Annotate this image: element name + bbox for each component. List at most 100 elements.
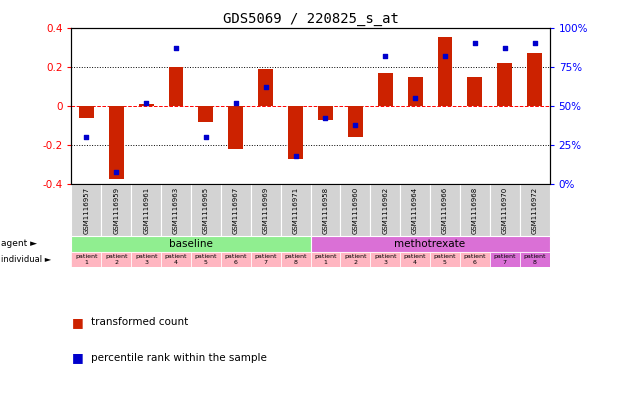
Bar (101, 184, 131, 236)
Point (470, 40, 480, 46)
Bar (221, 252, 251, 267)
Text: GSM1116960: GSM1116960 (352, 187, 358, 234)
Text: GSM1116962: GSM1116962 (382, 187, 388, 234)
Text: individual ►: individual ► (1, 255, 52, 264)
Bar (71, 184, 101, 236)
Text: GSM1116969: GSM1116969 (263, 187, 269, 234)
Bar (310, 236, 550, 252)
Bar (131, 252, 161, 267)
Point (440, 53, 450, 59)
Text: GSM1116961: GSM1116961 (143, 187, 149, 234)
Bar (348, 106, 363, 137)
Bar (490, 252, 520, 267)
Text: GSM1116959: GSM1116959 (113, 187, 119, 234)
Bar (101, 252, 131, 267)
Point (320, 116, 330, 122)
Text: patient
1: patient 1 (75, 254, 97, 265)
Text: patient
3: patient 3 (374, 254, 396, 265)
Text: patient
2: patient 2 (344, 254, 366, 265)
Point (261, 84, 271, 90)
Text: patient
8: patient 8 (524, 254, 546, 265)
Text: patient
1: patient 1 (314, 254, 337, 265)
Bar (161, 184, 191, 236)
Point (231, 100, 241, 106)
Bar (400, 252, 430, 267)
Bar (288, 106, 303, 159)
Bar (71, 236, 310, 252)
Text: patient
3: patient 3 (135, 254, 157, 265)
Point (500, 45, 510, 51)
Bar (131, 184, 161, 236)
Text: patient
5: patient 5 (194, 254, 217, 265)
Bar (520, 184, 550, 236)
Text: GSM1116957: GSM1116957 (83, 187, 89, 234)
Bar (251, 252, 281, 267)
Bar (430, 184, 460, 236)
Point (410, 95, 420, 101)
Bar (79, 106, 94, 118)
Text: patient
7: patient 7 (255, 254, 277, 265)
Point (171, 45, 181, 51)
Text: ■: ■ (71, 351, 83, 364)
Text: agent ►: agent ► (1, 239, 37, 248)
Bar (221, 184, 251, 236)
Point (291, 153, 301, 159)
Text: GSM1116970: GSM1116970 (502, 187, 508, 234)
Bar (407, 77, 422, 106)
Text: ■: ■ (71, 316, 83, 329)
Bar (281, 252, 310, 267)
Bar (310, 252, 340, 267)
Bar (199, 106, 214, 122)
Text: patient
2: patient 2 (105, 254, 127, 265)
Title: GDS5069 / 220825_s_at: GDS5069 / 220825_s_at (222, 13, 399, 26)
Bar (527, 53, 542, 106)
Point (141, 100, 151, 106)
Text: GSM1116967: GSM1116967 (233, 187, 239, 234)
Text: transformed count: transformed count (91, 317, 189, 327)
Bar (497, 63, 512, 106)
Bar (71, 252, 101, 267)
Point (81, 134, 91, 140)
Bar (281, 184, 310, 236)
Text: GSM1116965: GSM1116965 (203, 187, 209, 234)
Text: patient
7: patient 7 (494, 254, 516, 265)
Bar (109, 106, 124, 178)
Text: patient
6: patient 6 (225, 254, 247, 265)
Text: GSM1116966: GSM1116966 (442, 187, 448, 234)
Bar (460, 184, 490, 236)
Bar (520, 252, 550, 267)
Point (530, 40, 540, 46)
Text: patient
8: patient 8 (284, 254, 307, 265)
Text: GSM1116963: GSM1116963 (173, 187, 179, 234)
Bar (370, 184, 400, 236)
Bar (138, 104, 153, 106)
Text: percentile rank within the sample: percentile rank within the sample (91, 353, 267, 363)
Text: GSM1116968: GSM1116968 (472, 187, 478, 234)
Text: patient
6: patient 6 (464, 254, 486, 265)
Bar (161, 252, 191, 267)
Bar (251, 184, 281, 236)
Bar (168, 67, 183, 106)
Text: patient
4: patient 4 (404, 254, 427, 265)
Bar (340, 252, 370, 267)
Text: methotrexate: methotrexate (394, 239, 466, 249)
Text: GSM1116958: GSM1116958 (322, 187, 329, 234)
Bar (191, 184, 221, 236)
Bar (258, 69, 273, 106)
Text: patient
5: patient 5 (433, 254, 456, 265)
Bar (318, 106, 333, 120)
Text: patient
4: patient 4 (165, 254, 188, 265)
Point (111, 169, 121, 175)
Bar (378, 73, 392, 106)
Bar (370, 252, 400, 267)
Point (350, 121, 360, 128)
Text: GSM1116971: GSM1116971 (292, 187, 299, 234)
Bar (310, 184, 340, 236)
Point (201, 134, 211, 140)
Text: GSM1116972: GSM1116972 (532, 187, 538, 234)
Bar (340, 184, 370, 236)
Point (380, 53, 390, 59)
Bar (191, 252, 221, 267)
Bar (438, 37, 453, 106)
Text: GSM1116964: GSM1116964 (412, 187, 418, 234)
